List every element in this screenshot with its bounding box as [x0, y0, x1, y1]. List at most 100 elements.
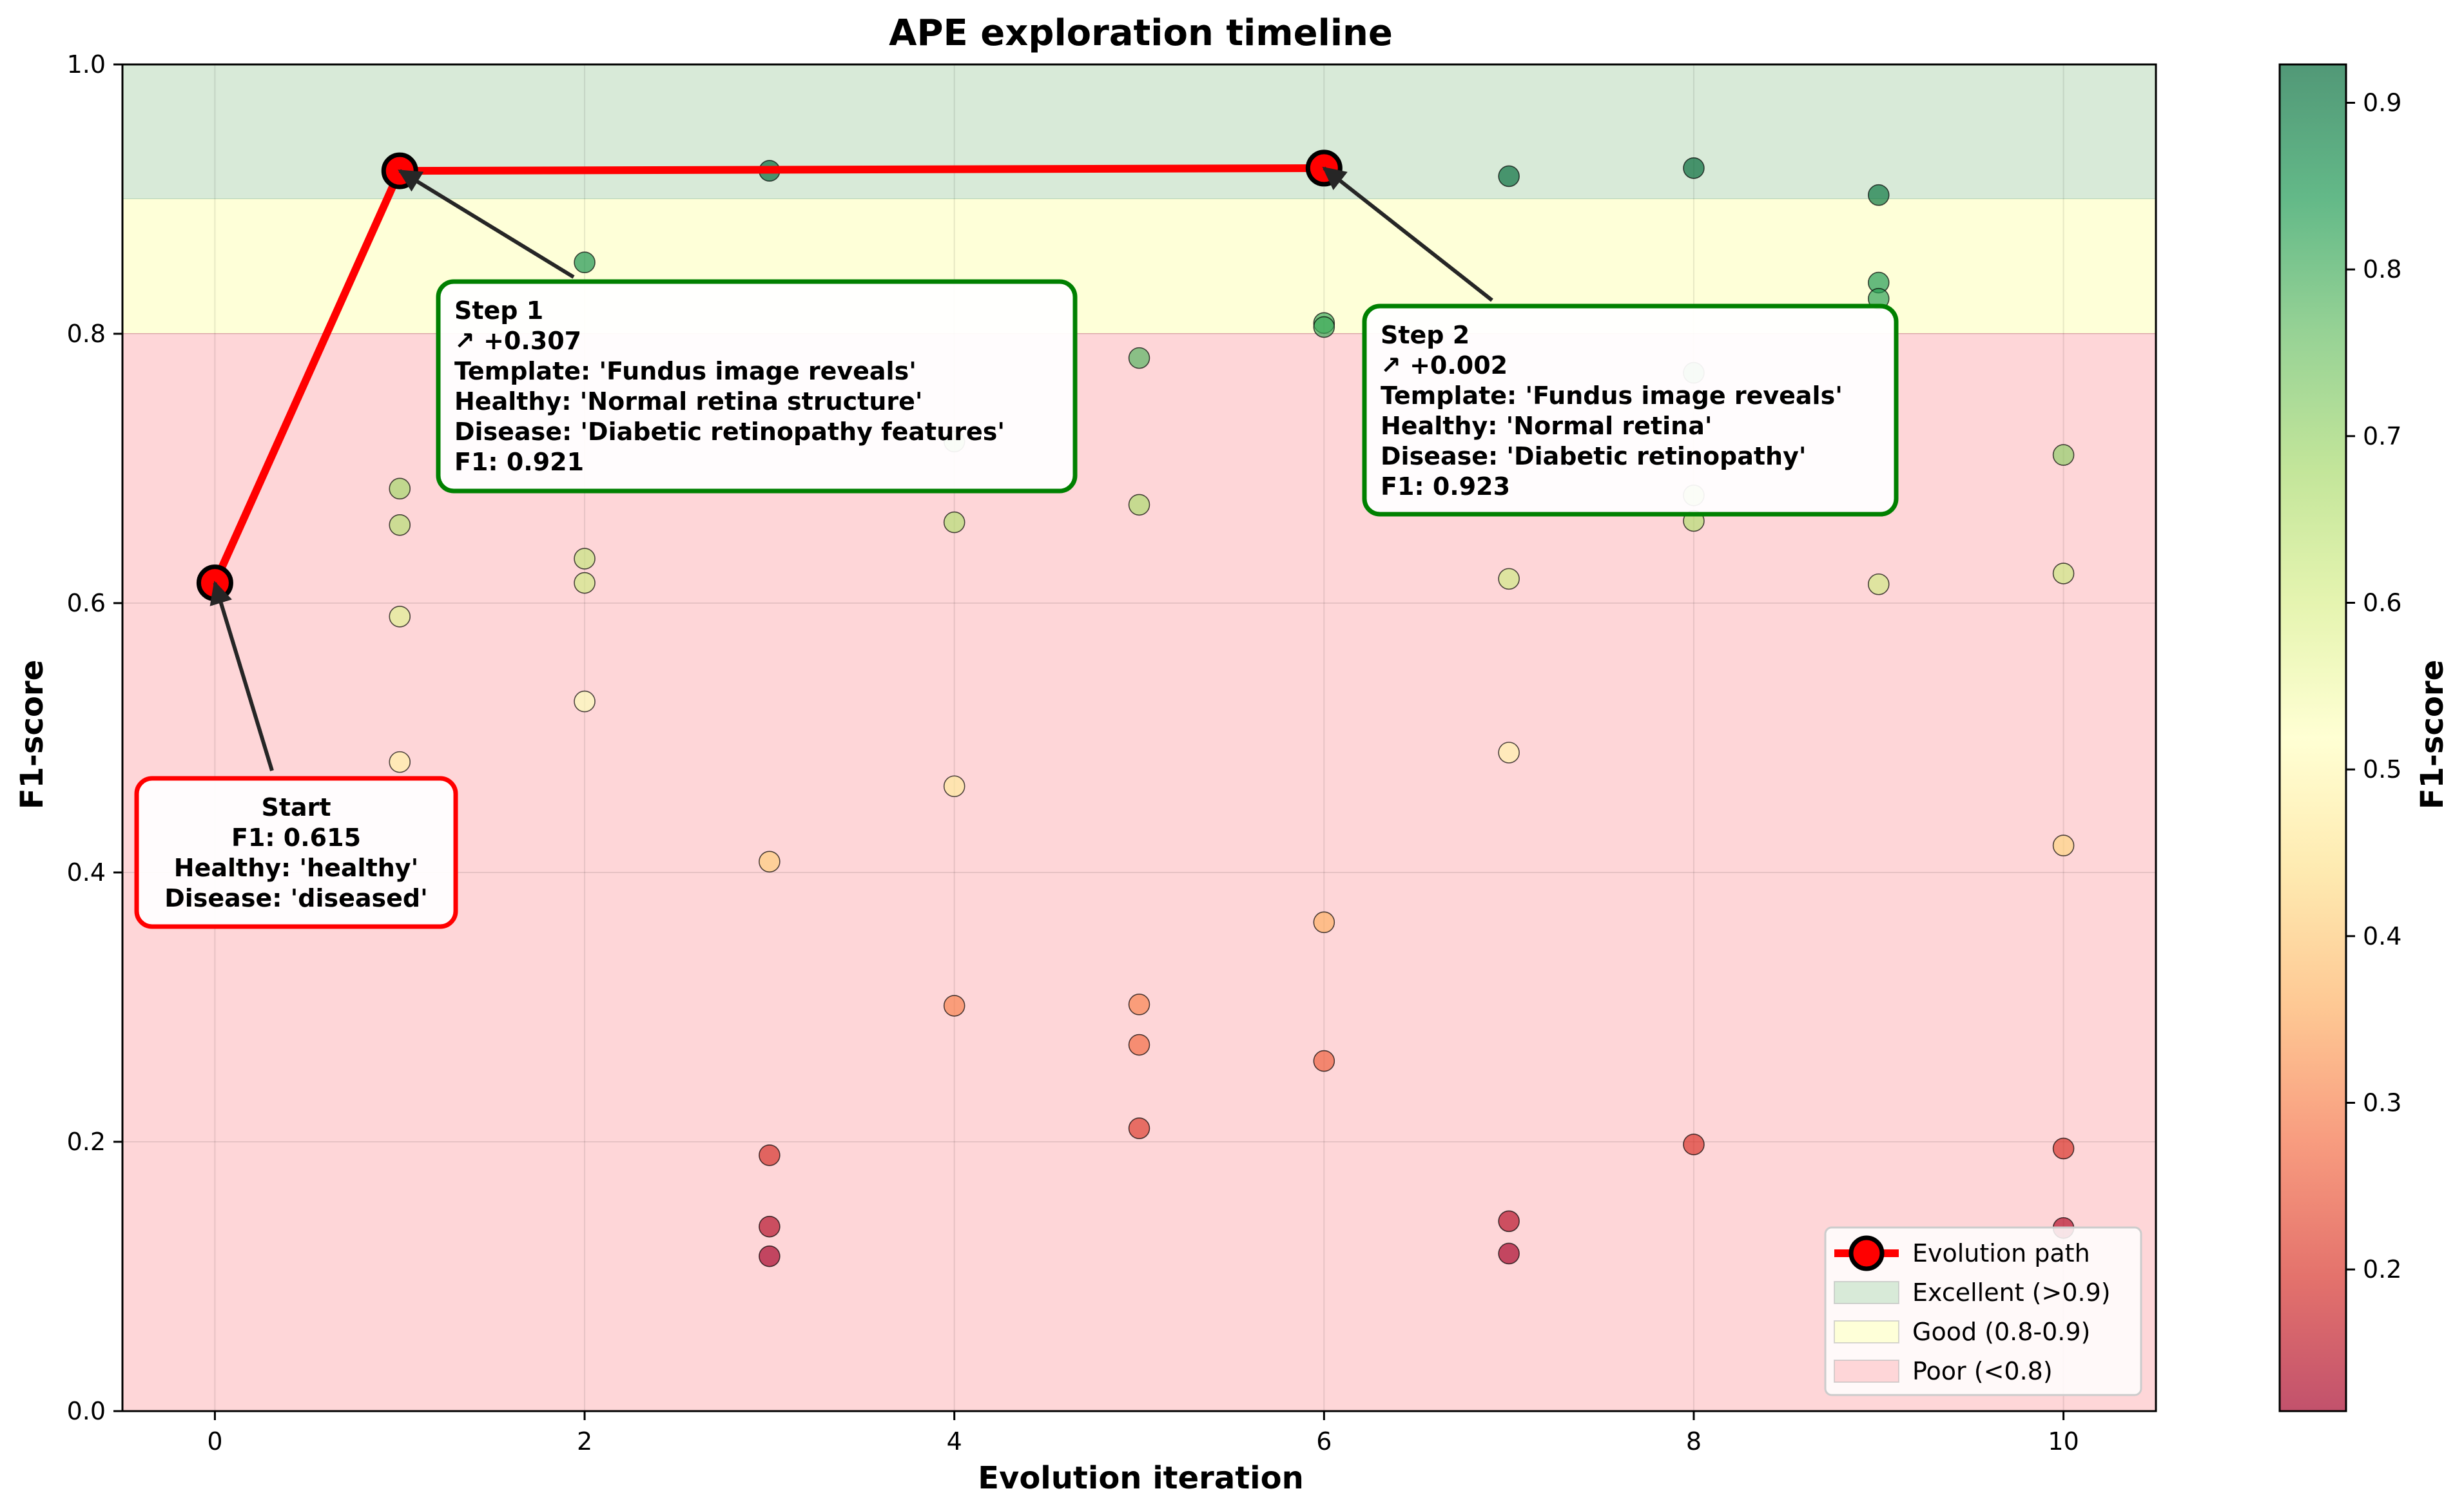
- plot-frame: [121, 63, 2157, 1412]
- scatter-point: [574, 690, 596, 713]
- colorbar-gradient: [2278, 63, 2347, 1412]
- annotation-text: Template: 'Fundus image reveals': [1381, 381, 1843, 410]
- colorbar-tick-label: 0.8: [2363, 255, 2401, 284]
- annotation-text: Template: 'Fundus image reveals': [454, 357, 917, 385]
- colorbar-label: F1-score: [2414, 660, 2450, 809]
- legend-label: Evolution path: [1912, 1239, 2090, 1267]
- annotation-text: F1: 0.921: [454, 448, 584, 476]
- colorbar-tick-label: 0.7: [2363, 422, 2401, 450]
- colorbar-tick-label: 0.6: [2363, 588, 2401, 617]
- scatter-point: [759, 1215, 781, 1238]
- annotation-text: Healthy: 'Normal retina': [1381, 412, 1712, 440]
- legend-swatch: [1834, 1281, 1899, 1304]
- x-tick-label: 8: [1686, 1427, 1702, 1456]
- scatter-point: [1498, 1210, 1520, 1233]
- annotation-text: Disease: 'diseased': [164, 884, 428, 912]
- scatter-point: [389, 751, 411, 773]
- scatter-point: [1128, 347, 1150, 369]
- scatter-point: [574, 251, 596, 274]
- scatter-point: [1313, 1050, 1335, 1072]
- scatter-point: [389, 477, 411, 500]
- scatter-point: [574, 572, 596, 594]
- annotation-text: Start: [261, 793, 331, 822]
- annotation-text: F1: 0.615: [231, 823, 361, 852]
- legend-marker: [1848, 1235, 1885, 1271]
- y-tick-label: 0.8: [67, 320, 106, 348]
- scatter-point: [389, 514, 411, 536]
- annotation-box: [134, 776, 458, 929]
- scatter-points: [204, 157, 2075, 1267]
- y-tick-label: 0.4: [67, 858, 106, 887]
- scatter-point: [2052, 1137, 2075, 1160]
- annotation-text: Healthy: 'healthy': [174, 854, 418, 882]
- annotation-arrow: [209, 581, 274, 771]
- x-axis-ticks: 0 2 4 6 8 10: [207, 1411, 2079, 1456]
- scatter-point: [943, 775, 965, 798]
- scatter-point: [1683, 1133, 1705, 1155]
- y-tick-label: 0.2: [67, 1128, 106, 1156]
- scatter-point: [759, 1245, 781, 1267]
- annotation-box: [1362, 303, 1899, 517]
- annotation-text: ↗ +0.307: [454, 327, 581, 355]
- y-axis-label: F1-score: [14, 660, 50, 809]
- scatter-point: [2052, 563, 2075, 584]
- x-axis-label: Evolution iteration: [978, 1460, 1304, 1496]
- colorbar-tick-label: 0.3: [2363, 1088, 2401, 1117]
- scatter-point: [389, 606, 411, 628]
- annotation-text: Step 1: [454, 296, 543, 325]
- annotation-box: [436, 279, 1078, 494]
- colorbar: 0.2 0.3 0.4 0.5 0.6 0.7 0.8 0.9 F1-score: [2278, 63, 2450, 1412]
- chart-title: APE exploration timeline: [889, 12, 1393, 54]
- annotation-arrow: [398, 169, 575, 279]
- quality-bands: [122, 64, 2156, 1411]
- scatter-point: [943, 511, 965, 534]
- scatter-point: [1867, 184, 1890, 206]
- y-tick-label: 1.0: [67, 50, 106, 79]
- annotation-text: F1: 0.923: [1381, 472, 1510, 501]
- y-tick-label: 0.6: [67, 589, 106, 617]
- annotation-text: Disease: 'Diabetic retinopathy': [1381, 442, 1807, 470]
- scatter-point: [1128, 1117, 1150, 1139]
- annotation-text: ↗ +0.002: [1381, 351, 1508, 380]
- colorbar-tick-label: 0.5: [2363, 755, 2401, 784]
- scatter-point: [943, 995, 965, 1017]
- scatter-point: [2052, 834, 2075, 856]
- legend-frame: [1824, 1226, 2142, 1396]
- colorbar-ticks: 0.2 0.3 0.4 0.5 0.6 0.7 0.8 0.9: [2346, 88, 2401, 1284]
- scatter-point: [1313, 911, 1335, 934]
- scatter-point: [1128, 494, 1150, 516]
- scatter-point: [1867, 573, 1890, 595]
- x-tick-label: 10: [2048, 1427, 2079, 1456]
- legend: Evolution path Excellent (>0.9) Good (0.8-…: [1824, 1226, 2142, 1396]
- scatter-point: [1498, 165, 1520, 188]
- legend-label: Good (0.8-0.9): [1912, 1318, 2090, 1346]
- annotation-text: Healthy: 'Normal retina structure': [454, 387, 923, 416]
- scatter-point: [574, 548, 596, 570]
- scatter-point: [2052, 444, 2075, 466]
- x-tick-label: 0: [207, 1427, 222, 1456]
- y-tick-label: 0.0: [67, 1397, 106, 1425]
- scatter-point: [1498, 742, 1520, 764]
- legend-swatch: [1834, 1360, 1899, 1383]
- x-tick-label: 6: [1316, 1427, 1332, 1456]
- annotation-text: Step 2: [1381, 321, 1470, 349]
- legend-label: Poor (<0.8): [1912, 1357, 2053, 1385]
- x-tick-label: 2: [577, 1427, 592, 1456]
- scatter-point: [759, 851, 781, 873]
- band-0: [122, 64, 2156, 199]
- scatter-point: [1313, 316, 1335, 338]
- scatter-point: [1498, 568, 1520, 590]
- legend-swatch: [1834, 1320, 1899, 1343]
- annotation-arrow: [1322, 166, 1493, 302]
- colorbar-tick-label: 0.2: [2363, 1255, 2401, 1284]
- legend-label: Excellent (>0.9): [1912, 1278, 2111, 1307]
- scatter-point: [759, 1144, 781, 1166]
- annotation-text: Disease: 'Diabetic retinopathy features': [454, 418, 1005, 446]
- y-axis-ticks: 0.0 0.2 0.4 0.6 0.8 1.0: [67, 50, 122, 1425]
- colorbar-tick-label: 0.4: [2363, 922, 2401, 950]
- scatter-point: [1128, 994, 1150, 1015]
- plot-area: [121, 63, 2157, 1412]
- scatter-point: [1128, 1034, 1150, 1056]
